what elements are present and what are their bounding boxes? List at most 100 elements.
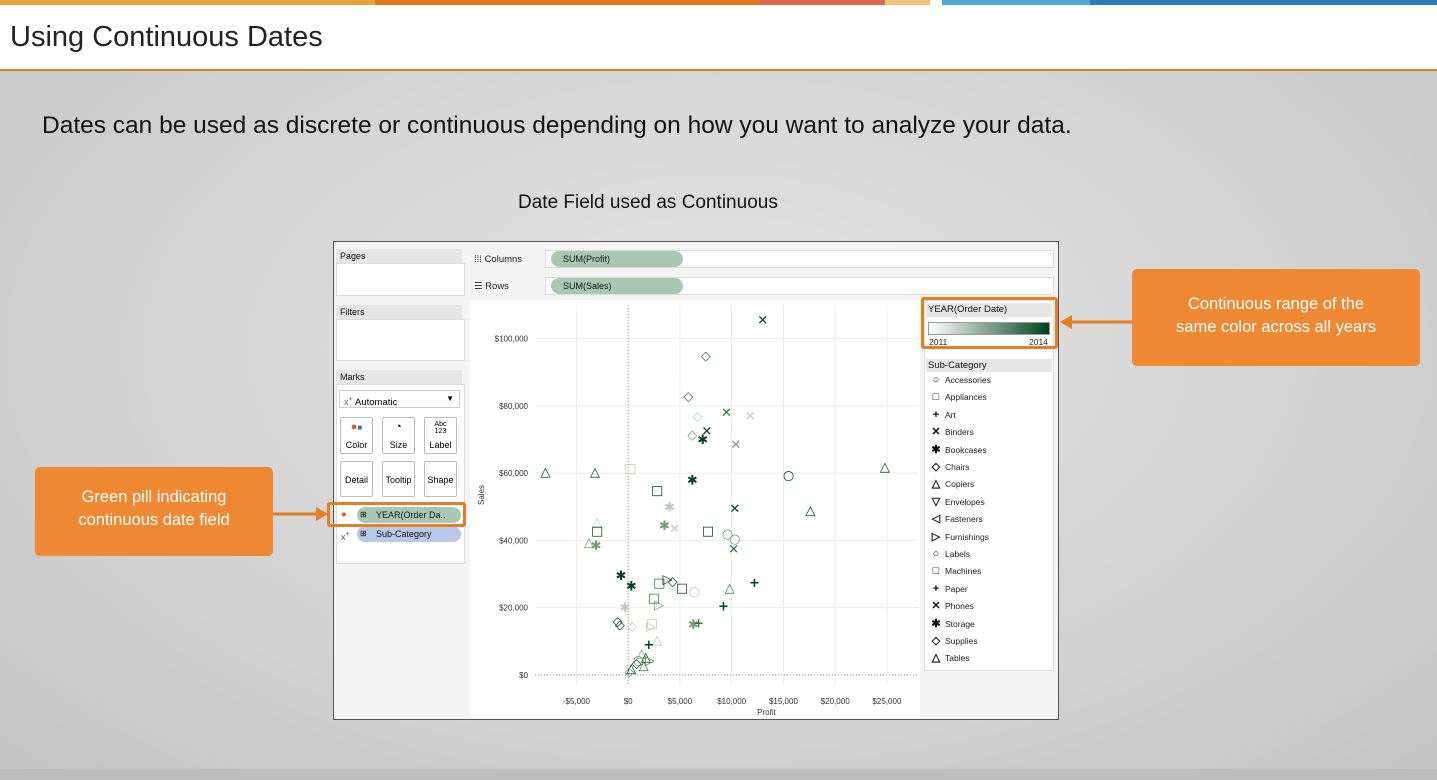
data-point-diamond: ◇: [631, 657, 641, 672]
legend-item-appliances[interactable]: □ Appliances: [930, 389, 987, 406]
data-point-asterisk: ✱: [664, 500, 675, 515]
pages-shelf[interactable]: [336, 263, 465, 296]
year-order-date-pill[interactable]: ⊞ YEAR(Order Da..: [357, 507, 461, 523]
legend-item-accessories[interactable]: ○ Accessories: [930, 372, 991, 389]
data-point-diamond: ◇: [701, 349, 711, 364]
legend-item-label: Copiers: [945, 479, 975, 490]
legend-item-supplies[interactable]: ◇ Supplies: [930, 633, 978, 650]
chevron-down-icon: ▼: [446, 394, 454, 403]
pages-header: Pages: [336, 249, 462, 263]
left-callout: Green pill indicating continuous date fi…: [35, 467, 273, 556]
legend-item-label: Paper: [945, 583, 968, 594]
y-tick-label: $100,000: [495, 335, 529, 344]
right-callout: Continuous range of the same color acros…: [1132, 269, 1420, 366]
x-icon: ✕: [931, 426, 941, 439]
mark-type-value: Automatic: [355, 397, 398, 408]
legend-item-binders[interactable]: ✕ Binders: [930, 424, 974, 441]
legend-item-copiers[interactable]: △ Copiers: [930, 476, 975, 493]
legend-item-label: Labels: [945, 549, 971, 559]
diamond-icon: ◇: [931, 635, 941, 647]
chart-background: [470, 300, 920, 718]
legend-item-labels[interactable]: ○ Labels: [930, 546, 970, 563]
data-point-circle: ○: [689, 584, 700, 599]
legend-item-label: Phones: [945, 601, 974, 612]
legend-item-label: Binders: [945, 427, 974, 438]
y-tick-label: $80,000: [499, 402, 528, 411]
tooltip-button[interactable]: Tooltip: [382, 461, 415, 497]
rows-pill[interactable]: SUM(Sales): [551, 278, 683, 294]
columns-pill[interactable]: SUM(Profit): [551, 251, 683, 267]
data-point-circle: ○: [783, 468, 794, 483]
data-point-asterisk: ✱: [615, 569, 626, 584]
legend-item-art[interactable]: + Art: [930, 407, 956, 424]
data-point-diamond: ◇: [613, 615, 623, 630]
sub-category-pill[interactable]: ⊞ Sub-Category: [357, 526, 461, 542]
legend-item-label: Appliances: [945, 392, 987, 403]
data-point-x: ✕: [730, 438, 741, 453]
asterisk-icon: ✱: [931, 443, 941, 456]
data-point-circle: ○: [633, 653, 644, 668]
data-point-asterisk: ✱: [697, 433, 708, 448]
legend-item-bookcases[interactable]: ✱ Bookcases: [930, 442, 986, 459]
legend-item-chairs[interactable]: ◇ Chairs: [930, 459, 970, 476]
data-point-asterisk: ✱: [687, 473, 698, 488]
triangle-right-icon: ▷: [931, 530, 941, 543]
x-tick-label: -$5,000: [563, 697, 591, 706]
x-tick-label: $10,000: [717, 697, 746, 706]
label-button[interactable]: Abc 123 Label: [424, 417, 457, 454]
detail-button[interactable]: Detail: [340, 461, 373, 497]
data-point-square: □: [624, 462, 636, 477]
legend-item-label: Art: [945, 409, 956, 420]
data-point-triangle-right: ▷: [646, 620, 656, 635]
data-point-x: ✕: [757, 314, 768, 329]
y-tick-label: $20,000: [499, 604, 528, 613]
data-point-triangle-up: △: [540, 465, 550, 480]
filters-shelf[interactable]: [336, 319, 465, 361]
triangle-up-icon: △: [931, 652, 941, 665]
data-point-square: □: [591, 524, 603, 539]
circle-icon: ○: [932, 548, 940, 560]
legend-item-envelopes[interactable]: ▽ Envelopes: [930, 494, 985, 511]
data-point-plus: +: [718, 599, 729, 614]
legend-item-label: Supplies: [945, 636, 978, 646]
marks-header: Marks: [336, 370, 462, 384]
size-button[interactable]: ◔ Size: [382, 417, 415, 454]
data-point-triangle-up: △: [584, 536, 594, 551]
data-point-square: □: [646, 616, 658, 631]
columns-icon: ⁞⁞⁞: [474, 254, 482, 265]
data-point-diamond: ◇: [693, 409, 703, 424]
data-point-square: □: [676, 581, 688, 596]
data-point-triangle-up: △: [652, 633, 662, 648]
data-point-triangle-up: △: [592, 515, 602, 530]
data-point-diamond: ◇: [627, 620, 637, 635]
legend-item-storage[interactable]: ✱ Storage: [930, 616, 974, 633]
triangle-down-icon: ▽: [931, 495, 941, 508]
data-point-triangle-up: △: [639, 658, 649, 673]
y-axis-label: Sales: [477, 485, 486, 505]
legend-item-furnishings[interactable]: ▷ Furnishings: [930, 529, 989, 546]
x-tick-label: $0: [624, 697, 633, 706]
color-button[interactable]: ●■ Color: [340, 417, 373, 454]
data-point-triangle-right: ▷: [654, 598, 664, 613]
legend-item-label: Chairs: [945, 462, 970, 472]
legend-item-tables[interactable]: △ Tables: [930, 650, 970, 667]
mark-type-dropdown[interactable]: x+ Automatic ▼: [339, 390, 460, 408]
x-icon: ✕: [931, 600, 941, 613]
figure-subtitle: Date Field used as Continuous: [518, 192, 778, 213]
data-point-triangle-right: ▷: [662, 573, 672, 588]
x-tick-label: $5,000: [668, 697, 693, 706]
data-point-square: □: [648, 591, 660, 606]
legend-item-paper[interactable]: + Paper: [930, 581, 968, 598]
data-point-plus: +: [749, 576, 760, 591]
data-point-x: ✕: [701, 425, 712, 440]
legend-item-machines[interactable]: □ Machines: [930, 563, 982, 580]
shape-button[interactable]: Shape: [424, 461, 457, 497]
data-point-triangle-up: △: [626, 662, 636, 677]
mark-pill-row-year: ● ⊞ YEAR(Order Da..: [339, 507, 462, 523]
y-tick-label: $0: [519, 671, 528, 680]
data-point-plus: +: [643, 638, 654, 653]
square-icon: □: [932, 391, 940, 404]
legend-item-fasteners[interactable]: ◁ Fasteners: [930, 511, 983, 528]
rows-shelf-label: ☰ Rows: [474, 281, 509, 292]
legend-item-phones[interactable]: ✕ Phones: [930, 598, 974, 615]
